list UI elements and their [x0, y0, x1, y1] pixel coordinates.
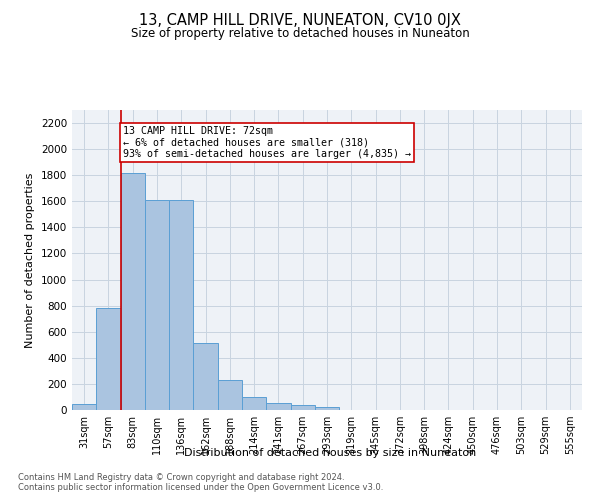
Bar — [121, 172, 145, 410]
Text: 13 CAMP HILL DRIVE: 72sqm
← 6% of detached houses are smaller (318)
93% of semi-: 13 CAMP HILL DRIVE: 72sqm ← 6% of detach… — [123, 126, 411, 159]
Text: 13, CAMP HILL DRIVE, NUNEATON, CV10 0JX: 13, CAMP HILL DRIVE, NUNEATON, CV10 0JX — [139, 12, 461, 28]
Bar — [315, 408, 339, 410]
Bar — [242, 397, 266, 410]
Bar — [290, 406, 315, 410]
Y-axis label: Number of detached properties: Number of detached properties — [25, 172, 35, 348]
Bar — [218, 380, 242, 410]
Text: Contains public sector information licensed under the Open Government Licence v3: Contains public sector information licen… — [18, 482, 383, 492]
Bar — [266, 403, 290, 410]
Text: Distribution of detached houses by size in Nuneaton: Distribution of detached houses by size … — [184, 448, 476, 458]
Bar — [169, 200, 193, 410]
Bar — [193, 344, 218, 410]
Bar — [145, 200, 169, 410]
Text: Contains HM Land Registry data © Crown copyright and database right 2024.: Contains HM Land Registry data © Crown c… — [18, 472, 344, 482]
Bar — [96, 308, 121, 410]
Bar — [72, 404, 96, 410]
Text: Size of property relative to detached houses in Nuneaton: Size of property relative to detached ho… — [131, 28, 469, 40]
